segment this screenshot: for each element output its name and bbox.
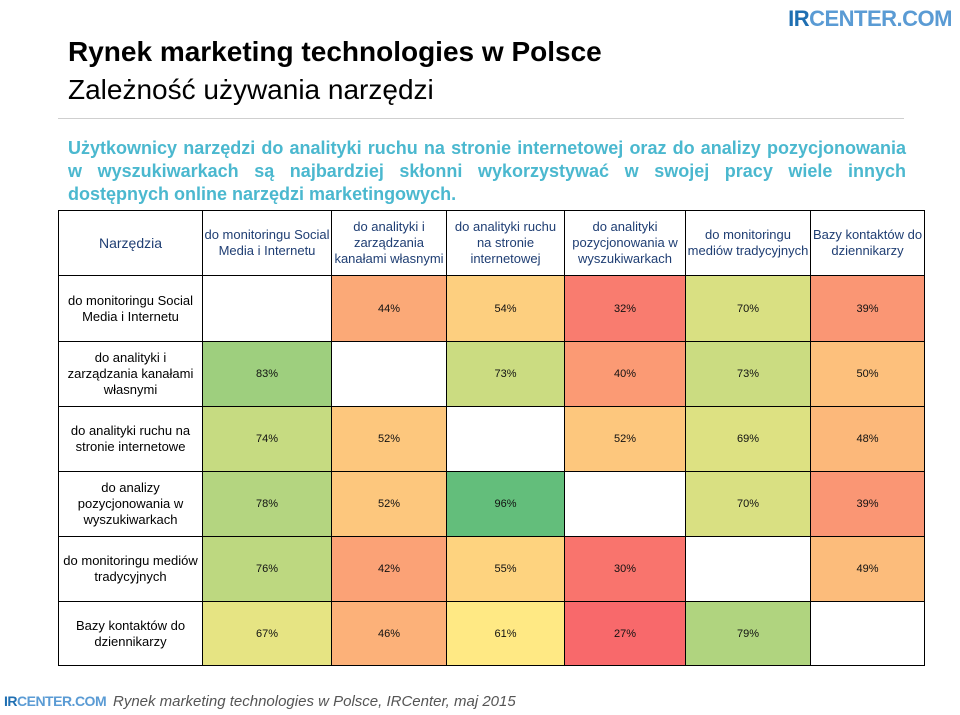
matrix-cell bbox=[810, 601, 925, 666]
row-header: do monitoringu mediów tradycyjnych bbox=[58, 536, 203, 602]
column-header: do analityki pozycjonowania w wyszukiwar… bbox=[564, 210, 686, 276]
table-row: Bazy kontaktów do dziennikarzy 67% 46% 6… bbox=[58, 601, 925, 666]
logo-center: CENTER.COM bbox=[809, 6, 952, 31]
row-header: do analizy pozycjonowania w wyszukiwarka… bbox=[58, 471, 203, 537]
matrix-cell: 32% bbox=[564, 275, 686, 342]
matrix-cell: 52% bbox=[331, 471, 447, 537]
logo-ir: IR bbox=[4, 693, 18, 709]
row-header: do analityki i zarządzania kanałami włas… bbox=[58, 341, 203, 407]
matrix-cell: 39% bbox=[810, 471, 925, 537]
matrix-cell: 83% bbox=[202, 341, 332, 407]
table-row: do analityki i zarządzania kanałami włas… bbox=[58, 341, 925, 407]
row-header: Bazy kontaktów do dziennikarzy bbox=[58, 601, 203, 666]
matrix-cell: 61% bbox=[446, 601, 565, 666]
lead-paragraph: Użytkownicy narzędzi do analityki ruchu … bbox=[68, 138, 906, 204]
row-header: do monitoringu Social Media i Internetu bbox=[58, 275, 203, 342]
matrix-cell bbox=[446, 406, 565, 472]
matrix-cell: 73% bbox=[685, 341, 811, 407]
matrix-cell: 44% bbox=[331, 275, 447, 342]
matrix-cell: 52% bbox=[564, 406, 686, 472]
matrix-cell: 96% bbox=[446, 471, 565, 537]
column-header: do analityki ruchu na stronie internetow… bbox=[446, 210, 565, 276]
table-row: do monitoringu Social Media i Internetu … bbox=[58, 275, 925, 342]
matrix-cell: 70% bbox=[685, 471, 811, 537]
matrix-cell: 78% bbox=[202, 471, 332, 537]
matrix-cell: 73% bbox=[446, 341, 565, 407]
matrix-cell: 39% bbox=[810, 275, 925, 342]
matrix-cell: 69% bbox=[685, 406, 811, 472]
matrix-cell: 40% bbox=[564, 341, 686, 407]
matrix-cell: 79% bbox=[685, 601, 811, 666]
corner-header: Narzędzia bbox=[58, 210, 203, 276]
matrix-cell: 48% bbox=[810, 406, 925, 472]
matrix-cell bbox=[331, 341, 447, 407]
matrix-cell: 27% bbox=[564, 601, 686, 666]
ircenter-logo[interactable]: IRCENTER.COM bbox=[788, 6, 952, 32]
matrix-cell: 76% bbox=[202, 536, 332, 602]
header-row: Narzędzia do monitoringu Social Media i … bbox=[58, 210, 925, 276]
ircenter-logo-footer[interactable]: IRCENTER.COM bbox=[4, 693, 107, 709]
matrix-cell bbox=[685, 536, 811, 602]
column-header: do analityki i zarządzania kanałami włas… bbox=[331, 210, 447, 276]
page-title: Rynek marketing technologies w Polsce bbox=[68, 36, 602, 67]
column-header: do monitoringu Social Media i Internetu bbox=[202, 210, 332, 276]
matrix-cell: 50% bbox=[810, 341, 925, 407]
page-subtitle: Zależność używania narzędzi bbox=[68, 74, 434, 105]
table-row: do monitoringu mediów tradycyjnych 76% 4… bbox=[58, 536, 925, 602]
matrix-cell: 55% bbox=[446, 536, 565, 602]
matrix-cell: 67% bbox=[202, 601, 332, 666]
matrix-cell: 54% bbox=[446, 275, 565, 342]
column-header: Bazy kontaktów do dziennikarzy bbox=[810, 210, 925, 276]
matrix-cell: 30% bbox=[564, 536, 686, 602]
table-row: do analityki ruchu na stronie internetow… bbox=[58, 406, 925, 472]
logo-center: CENTER.COM bbox=[17, 693, 107, 709]
source-footer: Rynek marketing technologies w Polsce, I… bbox=[113, 693, 516, 710]
matrix-cell: 49% bbox=[810, 536, 925, 602]
matrix-cell: 70% bbox=[685, 275, 811, 342]
column-header: do monitoringu mediów tradycyjnych bbox=[685, 210, 811, 276]
matrix-cell bbox=[202, 275, 332, 342]
dependency-matrix: Narzędzia do monitoringu Social Media i … bbox=[58, 210, 925, 666]
row-header: do analityki ruchu na stronie internetow… bbox=[58, 406, 203, 472]
matrix-cell: 74% bbox=[202, 406, 332, 472]
table-row: do analizy pozycjonowania w wyszukiwarka… bbox=[58, 471, 925, 537]
matrix-cell: 52% bbox=[331, 406, 447, 472]
logo-ir: IR bbox=[788, 6, 810, 31]
title-divider bbox=[58, 118, 904, 119]
matrix-cell bbox=[564, 471, 686, 537]
matrix-cell: 42% bbox=[331, 536, 447, 602]
matrix-cell: 46% bbox=[331, 601, 447, 666]
